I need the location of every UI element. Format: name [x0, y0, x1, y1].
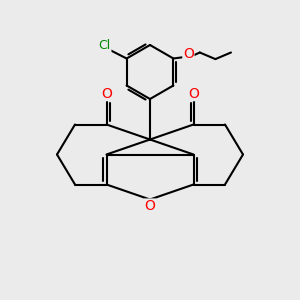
Text: O: O — [188, 87, 199, 100]
Text: Cl: Cl — [99, 39, 111, 52]
Text: O: O — [101, 87, 112, 100]
Text: O: O — [183, 47, 194, 61]
Text: O: O — [145, 199, 155, 213]
